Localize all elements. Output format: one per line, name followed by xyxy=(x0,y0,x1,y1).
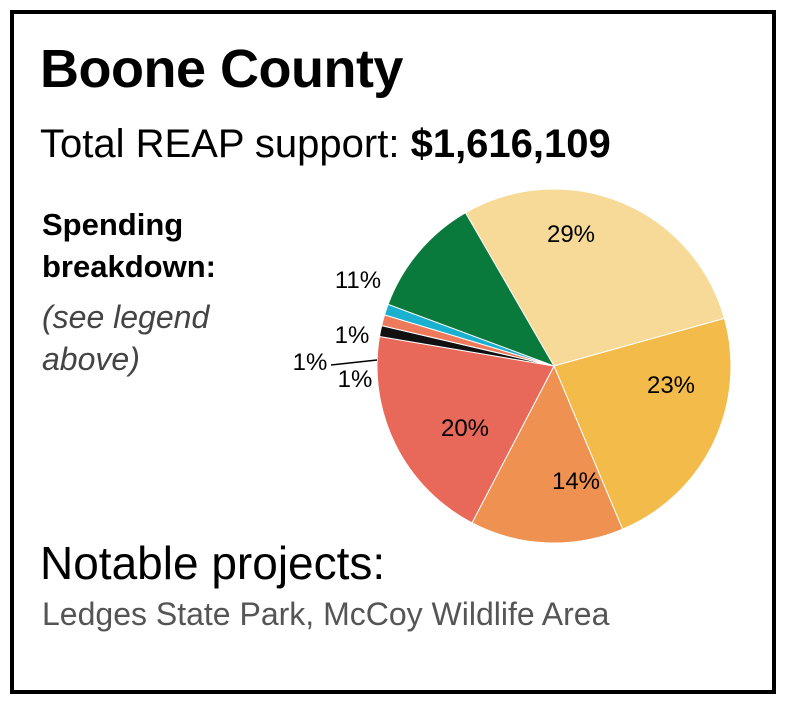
pie-label-2: 23% xyxy=(647,372,695,399)
pie-label-3: 14% xyxy=(552,468,600,495)
spending-label-line1: Spending xyxy=(42,207,184,242)
pie-leader-line xyxy=(330,359,378,366)
pie-label-4: 20% xyxy=(441,415,489,442)
notable-projects-heading: Notable projects: xyxy=(40,537,386,589)
pie-slice-4 xyxy=(376,335,555,524)
legend-note-line2: above) xyxy=(42,341,140,377)
total-support-label: Total REAP support: xyxy=(40,122,400,166)
pie-slice-2 xyxy=(553,317,732,530)
legend-note: (see legend above) xyxy=(42,296,272,380)
pie-label-1: 29% xyxy=(547,221,595,248)
pie-slices xyxy=(376,188,732,544)
pie-labels: 29% 23% 14% 20% 1% 1% 1% 11% xyxy=(293,221,695,495)
pie-label-6: 1% xyxy=(293,349,328,376)
spending-label-line2: breakdown: xyxy=(42,249,216,284)
pie-label-5: 1% xyxy=(338,366,373,393)
pie-slice-1 xyxy=(464,188,726,367)
spending-breakdown-label: Spending breakdown: xyxy=(42,204,216,288)
legend-note-line1: (see legend xyxy=(42,299,210,335)
pie-slice-3 xyxy=(471,364,624,544)
notable-projects-list: Ledges State Park, McCoy Wildlife Area xyxy=(42,596,610,632)
total-support-line: Total REAP support: $1,616,109 xyxy=(40,122,611,167)
pie-label-7: 1% xyxy=(335,322,370,349)
pie-slice-8 xyxy=(387,212,556,367)
pie-label-8: 11% xyxy=(335,267,381,294)
county-title: Boone County xyxy=(40,39,403,99)
total-support-value: $1,616,109 xyxy=(410,122,611,166)
